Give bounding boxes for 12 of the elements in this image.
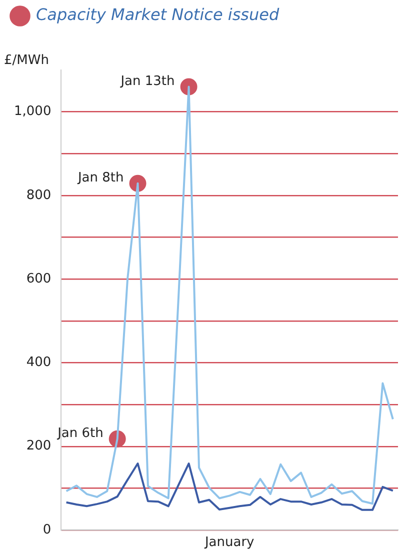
y-tick-label: 600: [26, 271, 52, 286]
y-axis-title: £/MWh: [4, 53, 49, 68]
annotation: Jan 13th: [120, 74, 175, 90]
annotation: Jan 8th: [76, 170, 124, 186]
legend-label: Capacity Market Notice issued: [36, 5, 280, 24]
y-tick-label: 0: [42, 522, 52, 538]
x-axis-title: January: [204, 535, 255, 550]
y-tick-label: 800: [26, 188, 52, 203]
y-tick-label: 200: [26, 438, 52, 454]
y-tick-label: 1,000: [14, 104, 52, 120]
annotation: Jan 6th: [56, 426, 104, 442]
y-tick-label: 400: [26, 355, 52, 370]
